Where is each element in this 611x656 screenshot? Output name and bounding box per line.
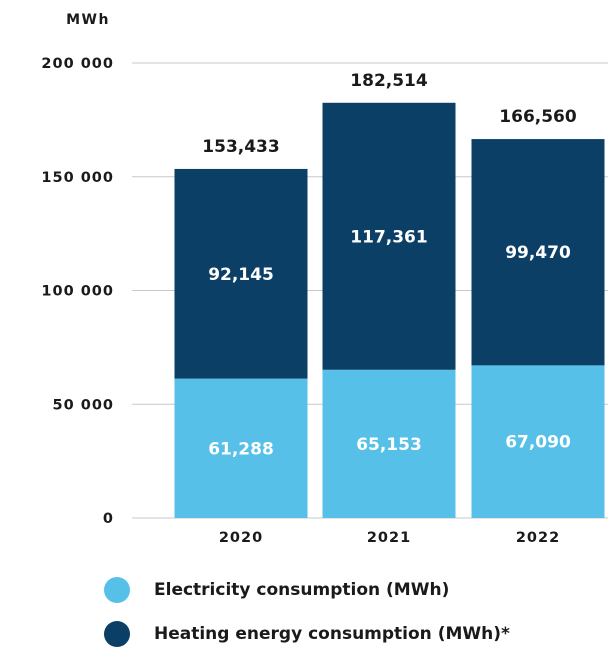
bar-segment-electricity [322, 369, 456, 518]
y-tick-label: 0 [103, 511, 114, 527]
data-label: 61,288 [208, 439, 274, 459]
bar-segment-heating [322, 102, 456, 370]
total-label: 182,514 [350, 71, 428, 91]
y-axis-title: MWh [66, 12, 110, 28]
y-tick-label: 200 000 [41, 56, 114, 72]
bar-segment-heating [174, 168, 308, 379]
legend-swatch-electricity [104, 577, 130, 603]
data-label: 92,145 [208, 265, 274, 285]
legend-swatch-heating [104, 621, 130, 647]
bar-segment-heating [471, 139, 605, 366]
y-tick-label: 50 000 [53, 397, 115, 413]
total-label: 166,560 [499, 107, 577, 127]
x-tick-label: 2021 [367, 530, 411, 546]
x-tick-label: 2020 [219, 530, 263, 546]
y-tick-label: 100 000 [41, 284, 114, 300]
legend-label-electricity: Electricity consumption (MWh) [154, 580, 450, 600]
total-label: 153,433 [202, 137, 279, 157]
legend-item-electricity: Electricity consumption (MWh) [104, 568, 604, 612]
bar-segment-electricity [471, 365, 605, 518]
stacked-bar-chart: MWh 0 50 000 100 000 150 000 200 000 61,288 92,… [41, 12, 608, 546]
data-label: 117,361 [350, 227, 427, 247]
bar-segment-electricity [174, 378, 308, 518]
y-tick-label: 150 000 [41, 170, 114, 186]
data-label: 99,470 [505, 243, 571, 263]
legend: Electricity consumption (MWh) Heating en… [104, 568, 604, 656]
x-tick-label: 2022 [516, 530, 560, 546]
data-label: 65,153 [356, 435, 422, 455]
legend-item-heating: Heating energy consumption (MWh)* [104, 612, 604, 656]
legend-label-heating: Heating energy consumption (MWh)* [154, 624, 510, 644]
data-label: 67,090 [505, 433, 571, 453]
